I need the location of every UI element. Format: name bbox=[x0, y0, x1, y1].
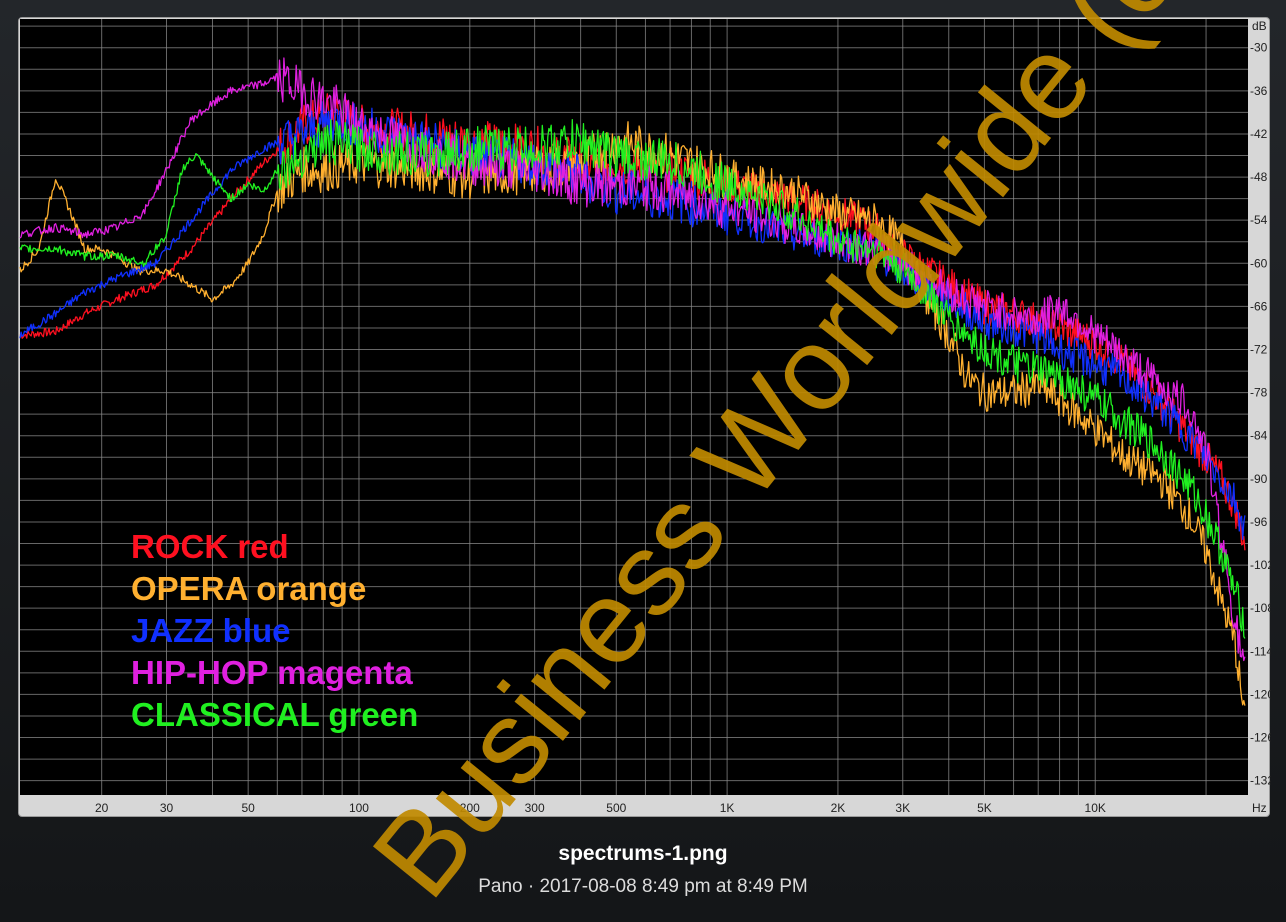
y-tick-label: -84 bbox=[1250, 429, 1268, 443]
spectrum-chart: dB -30 -36 -42 -48 -54 -60 -66 -72 -78 -84 -90 -96 -1… bbox=[19, 19, 1271, 815]
y-tick-label: -48 bbox=[1250, 170, 1268, 184]
y-tick-label: -96 bbox=[1250, 515, 1268, 529]
x-tick-label: 5K bbox=[977, 801, 992, 815]
y-tick-label: -90 bbox=[1250, 472, 1268, 486]
y-tick-label: -54 bbox=[1250, 213, 1268, 227]
image-filename: spectrums-1.png bbox=[558, 842, 728, 865]
x-tick-label: 200 bbox=[460, 801, 480, 815]
y-tick-label: -30 bbox=[1250, 41, 1268, 55]
series-line-hip-hop bbox=[19, 57, 1246, 662]
x-tick-label: 100 bbox=[349, 801, 369, 815]
legend-item-opera: OPERA orange bbox=[131, 570, 366, 607]
y-tick-label: -36 bbox=[1250, 84, 1268, 98]
x-tick-label: 300 bbox=[525, 801, 545, 815]
series-line-jazz bbox=[19, 101, 1246, 540]
x-tick-label: 500 bbox=[606, 801, 626, 815]
y-tick-label: -132 bbox=[1250, 774, 1271, 788]
x-tick-label: 20 bbox=[95, 801, 109, 815]
y-axis-unit-label: dB bbox=[1252, 19, 1267, 33]
y-tick-label: -72 bbox=[1250, 343, 1268, 357]
x-tick-label: 2K bbox=[831, 801, 846, 815]
x-axis-unit-label: Hz bbox=[1252, 801, 1267, 815]
series-line-classical bbox=[19, 118, 1246, 639]
legend-item-hip-hop: HIP-HOP magenta bbox=[131, 654, 413, 691]
x-tick-label: 50 bbox=[241, 801, 255, 815]
y-tick-label: -66 bbox=[1250, 299, 1268, 313]
legend-item-jazz: JAZZ blue bbox=[131, 612, 291, 649]
y-tick-label: -78 bbox=[1250, 386, 1268, 400]
y-tick-label: -60 bbox=[1250, 256, 1268, 270]
legend-item-rock: ROCK red bbox=[131, 528, 289, 565]
image-meta: Pano · 2017-08-08 8:49 pm at 8:49 PM bbox=[478, 876, 808, 897]
y-tick-label: -108 bbox=[1250, 601, 1271, 615]
x-tick-label: 1K bbox=[720, 801, 735, 815]
y-tick-label: -102 bbox=[1250, 558, 1271, 572]
legend-item-classical: CLASSICAL green bbox=[131, 696, 418, 733]
series-line-opera bbox=[19, 121, 1246, 706]
x-tick-label: 3K bbox=[895, 801, 910, 815]
y-tick-label: -120 bbox=[1250, 687, 1271, 701]
y-tick-label: -42 bbox=[1250, 127, 1268, 141]
y-tick-label: -114 bbox=[1250, 644, 1271, 658]
x-tick-label: 10K bbox=[1085, 801, 1106, 815]
chart-frame: dB -30 -36 -42 -48 -54 -60 -66 -72 -78 -84 -90 -96 -1… bbox=[18, 17, 1271, 817]
plot-area bbox=[20, 19, 1248, 795]
x-tick-label: 30 bbox=[160, 801, 174, 815]
y-tick-label: -126 bbox=[1250, 731, 1271, 745]
